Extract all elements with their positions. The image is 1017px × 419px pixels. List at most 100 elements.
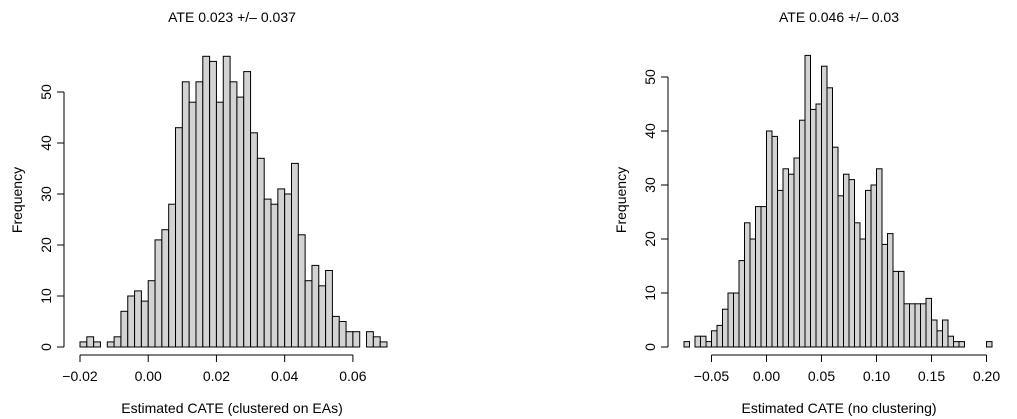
histogram-bar [832,146,839,348]
y-axis-label: Frequency [9,167,25,233]
histogram-bar [733,292,740,348]
histogram-bar [338,321,347,348]
histogram-bar [804,54,811,348]
histogram-bar [947,335,954,348]
histogram-bar [379,341,388,348]
histogram-bar [181,81,190,348]
y-tick-label: 20 [38,237,54,253]
histogram-bar [738,260,745,348]
histogram-bar [127,295,136,348]
histogram-bar [290,162,299,348]
histogram-bar [270,203,279,348]
histogram-bar [925,297,932,348]
histogram-bar [154,239,163,348]
histogram-bar [318,285,327,348]
histogram-bar [168,203,177,348]
chart-title: ATE 0.046 +/– 0.03 [779,9,899,25]
histogram-bar [837,195,844,348]
histogram-bar [881,243,888,348]
histogram-bar [243,71,252,348]
bars [683,54,993,348]
histogram-bar [749,238,756,348]
histogram-bar [793,157,800,348]
histogram-bar [953,341,960,348]
x-tick-label: 0.06 [339,368,366,384]
histogram-bar [782,168,789,348]
histogram-bar [140,300,149,348]
histogram-bar [777,189,784,348]
x-axis-label: Estimated CATE (clustered on EAs) [121,400,342,416]
x-tick-label: 0.15 [918,368,945,384]
histogram-bar [229,81,238,348]
y-tick-label: 10 [642,285,658,301]
histogram-bar [79,341,88,348]
histogram-bar [788,173,795,348]
x-axis: −0.05 0.00 0.05 0.10 0.15 0.20 [694,354,1000,384]
histogram-bar [175,127,183,348]
histogram-bar [256,157,265,348]
histogram-bar [113,336,122,348]
y-tick-label: 50 [38,84,54,100]
x-axis: −0.02 0.00 0.02 0.04 0.06 [62,354,367,384]
y-axis: 0 10 20 30 40 50 [642,69,669,351]
y-axis-label: Frequency [613,167,629,233]
histogram-bar [760,206,767,348]
x-tick-label: 0.02 [203,368,230,384]
histogram-bar [366,331,374,348]
histogram-bar [854,222,861,348]
histogram-bar [134,290,142,348]
chart-title: ATE 0.023 +/– 0.037 [168,9,296,25]
histogram-bar [887,233,894,348]
bars [79,55,388,348]
x-axis-label: Estimated CATE (no clustering) [741,400,936,416]
histogram-bar [700,335,707,348]
x-tick-label: 0.00 [753,368,780,384]
histogram-bar [931,319,938,348]
histogram-bar [297,234,306,348]
histogram-bar [986,341,993,348]
histogram-bar [876,168,883,348]
histogram-bar [920,303,927,348]
histogram-bar [705,341,712,348]
histogram-bar [372,336,381,348]
y-tick-label: 50 [642,69,658,85]
histogram-bar [843,173,850,348]
histogram-bar [810,108,817,348]
histogram-bar [263,198,272,348]
x-tick-label: −0.05 [694,368,730,384]
histogram-bar [215,101,224,348]
histogram-bar [195,81,204,348]
y-tick-label: 30 [38,186,54,202]
x-tick-label: 0.00 [135,368,162,384]
histogram-bar [222,55,231,348]
y-tick-label: 40 [642,123,658,139]
histogram-panel-clustered: ATE 0.023 +/– 0.037 Estimated CATE (clus… [9,9,388,416]
histogram-bar [859,238,866,348]
histogram-bar [188,101,197,348]
histogram-bar [942,319,949,348]
histogram-bar [694,335,701,348]
histogram-bar [892,270,899,348]
histogram-bar [936,330,943,348]
histogram-bar [815,103,822,348]
y-tick-label: 0 [642,343,658,351]
histogram-bar [716,324,723,348]
histogram-panel-no-clustering: ATE 0.046 +/– 0.03 Estimated CATE (no cl… [613,9,1000,416]
histogram-bar [236,96,245,348]
histogram-bar [352,331,361,348]
histogram-bar [209,60,217,348]
histogram-bar [250,132,258,348]
histogram-bar [277,188,286,348]
histogram-bar [93,341,101,348]
histogram-bar [848,179,855,348]
histogram-bar [909,303,916,348]
y-tick-label: 20 [642,231,658,247]
histogram-bar [325,270,333,348]
y-tick-label: 10 [38,288,54,304]
histogram-bar [722,308,729,348]
y-tick-label: 40 [38,135,54,151]
x-tick-label: 0.05 [808,368,835,384]
histogram-bar [898,270,905,348]
histogram-bar [711,330,718,348]
